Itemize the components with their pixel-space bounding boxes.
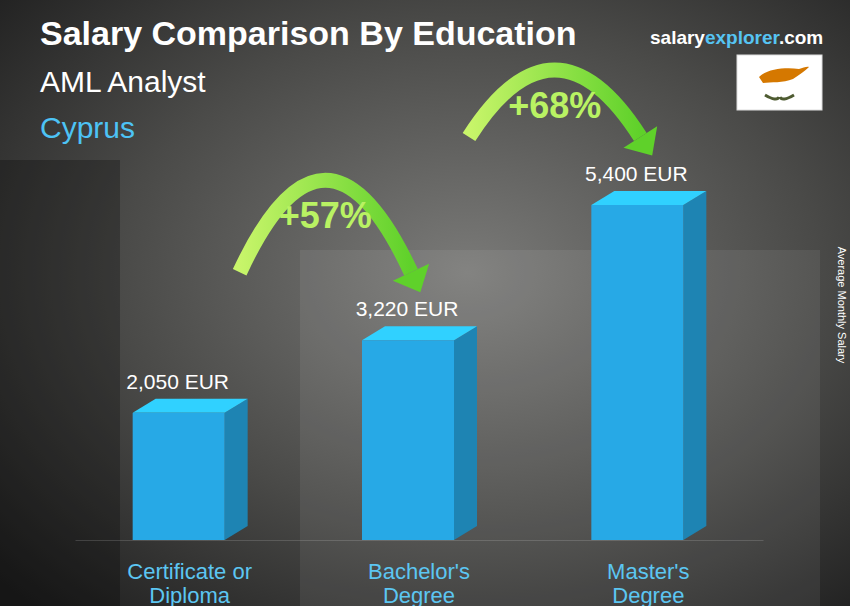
source-part: salary <box>650 27 705 48</box>
subtitle: AML Analyst <box>40 65 206 98</box>
title: Salary Comparison By Education <box>40 14 577 52</box>
x-tick-label-line: Diploma <box>149 583 230 606</box>
flag-field <box>737 55 822 110</box>
source: salaryexplorer.com <box>650 27 823 48</box>
x-tick: Bachelor'sDegree <box>368 540 470 606</box>
chart-svg: Certificate orDiplomaBachelor'sDegreeMas… <box>0 0 850 606</box>
bar-group <box>133 399 248 540</box>
annotation: +57% <box>279 195 372 236</box>
annotation: +68% <box>508 85 601 126</box>
x-tick-label-line: Degree <box>612 583 684 606</box>
bar-top <box>133 399 248 413</box>
annotation-arrow <box>469 70 657 156</box>
data-label: 3,220 EUR <box>356 297 459 320</box>
bar-top <box>591 191 706 205</box>
background <box>0 0 850 606</box>
x-tick-label-line: Degree <box>383 583 455 606</box>
x-axis-line <box>76 540 764 541</box>
arrow-body <box>240 180 411 272</box>
x-tick-label-line: Master's <box>607 559 689 584</box>
flag-branch <box>765 95 779 99</box>
x-axis: Certificate orDiplomaBachelor'sDegreeMas… <box>76 540 764 606</box>
flag-island <box>759 67 809 83</box>
source-part: explorer <box>705 27 781 48</box>
x-tick-label: Bachelor'sDegree <box>368 559 470 606</box>
flag <box>737 55 822 110</box>
annotation-arrow <box>240 180 429 292</box>
backdrop-shape <box>0 160 120 606</box>
x-tick: Master'sDegree <box>607 540 689 606</box>
backdrop-shape <box>300 250 820 606</box>
bar-group <box>362 326 477 540</box>
bars <box>133 191 707 540</box>
x-tick: Certificate orDiploma <box>127 540 252 606</box>
bar <box>133 413 225 540</box>
source-part: .com <box>779 27 823 48</box>
x-tick-label: Certificate orDiploma <box>127 559 252 606</box>
arrow-head <box>393 264 429 292</box>
data-label: 5,400 EUR <box>585 162 688 185</box>
bar-top <box>362 326 477 340</box>
bar <box>362 340 454 540</box>
bar-side <box>225 399 248 540</box>
bar <box>591 205 683 540</box>
bar-side <box>454 326 477 540</box>
data-label: 2,050 EUR <box>126 370 229 393</box>
bar-side <box>683 191 706 540</box>
bar-group <box>591 191 706 540</box>
subtitle: Cyprus <box>40 111 135 144</box>
arrow-head <box>623 126 657 155</box>
x-tick-label-line: Bachelor's <box>368 559 470 584</box>
chart-root: Certificate orDiplomaBachelor'sDegreeMas… <box>0 0 850 606</box>
flag-branch <box>780 95 794 99</box>
x-tick-label-line: Certificate or <box>127 559 252 584</box>
x-tick-label: Master'sDegree <box>607 559 689 606</box>
y-axis-title: Average Monthly Salary <box>836 247 848 364</box>
arrow-body <box>469 70 640 137</box>
